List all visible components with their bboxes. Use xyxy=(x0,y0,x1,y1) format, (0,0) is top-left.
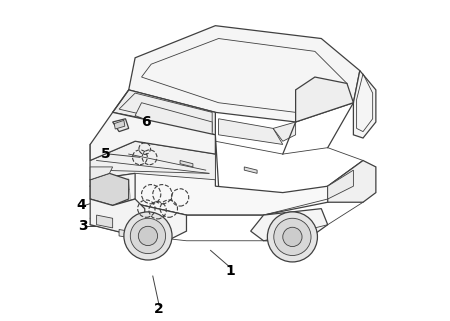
Circle shape xyxy=(124,212,172,260)
Polygon shape xyxy=(90,112,216,160)
Polygon shape xyxy=(296,77,353,122)
Polygon shape xyxy=(129,26,360,122)
Text: 6: 6 xyxy=(142,115,151,129)
Polygon shape xyxy=(90,167,112,180)
Polygon shape xyxy=(180,160,193,167)
Text: 2: 2 xyxy=(154,302,164,316)
Text: 1: 1 xyxy=(225,264,235,278)
Circle shape xyxy=(267,212,317,262)
Polygon shape xyxy=(273,122,296,141)
Polygon shape xyxy=(328,160,376,202)
Polygon shape xyxy=(244,167,257,173)
Polygon shape xyxy=(353,71,376,138)
Circle shape xyxy=(283,227,302,247)
Polygon shape xyxy=(112,90,216,135)
Polygon shape xyxy=(90,199,145,234)
Text: 4: 4 xyxy=(76,198,86,213)
Text: 3: 3 xyxy=(78,219,88,233)
Polygon shape xyxy=(103,202,186,241)
Polygon shape xyxy=(328,170,353,199)
Text: 5: 5 xyxy=(101,147,111,161)
Polygon shape xyxy=(219,119,283,144)
Polygon shape xyxy=(135,103,212,141)
Polygon shape xyxy=(90,173,135,205)
Polygon shape xyxy=(90,112,363,215)
Circle shape xyxy=(274,218,311,256)
Polygon shape xyxy=(119,230,138,239)
Polygon shape xyxy=(114,120,125,129)
Polygon shape xyxy=(90,173,129,205)
Polygon shape xyxy=(112,119,129,132)
Circle shape xyxy=(130,218,166,254)
Polygon shape xyxy=(90,141,216,180)
Circle shape xyxy=(138,226,158,246)
Polygon shape xyxy=(97,215,112,228)
Polygon shape xyxy=(251,209,328,241)
